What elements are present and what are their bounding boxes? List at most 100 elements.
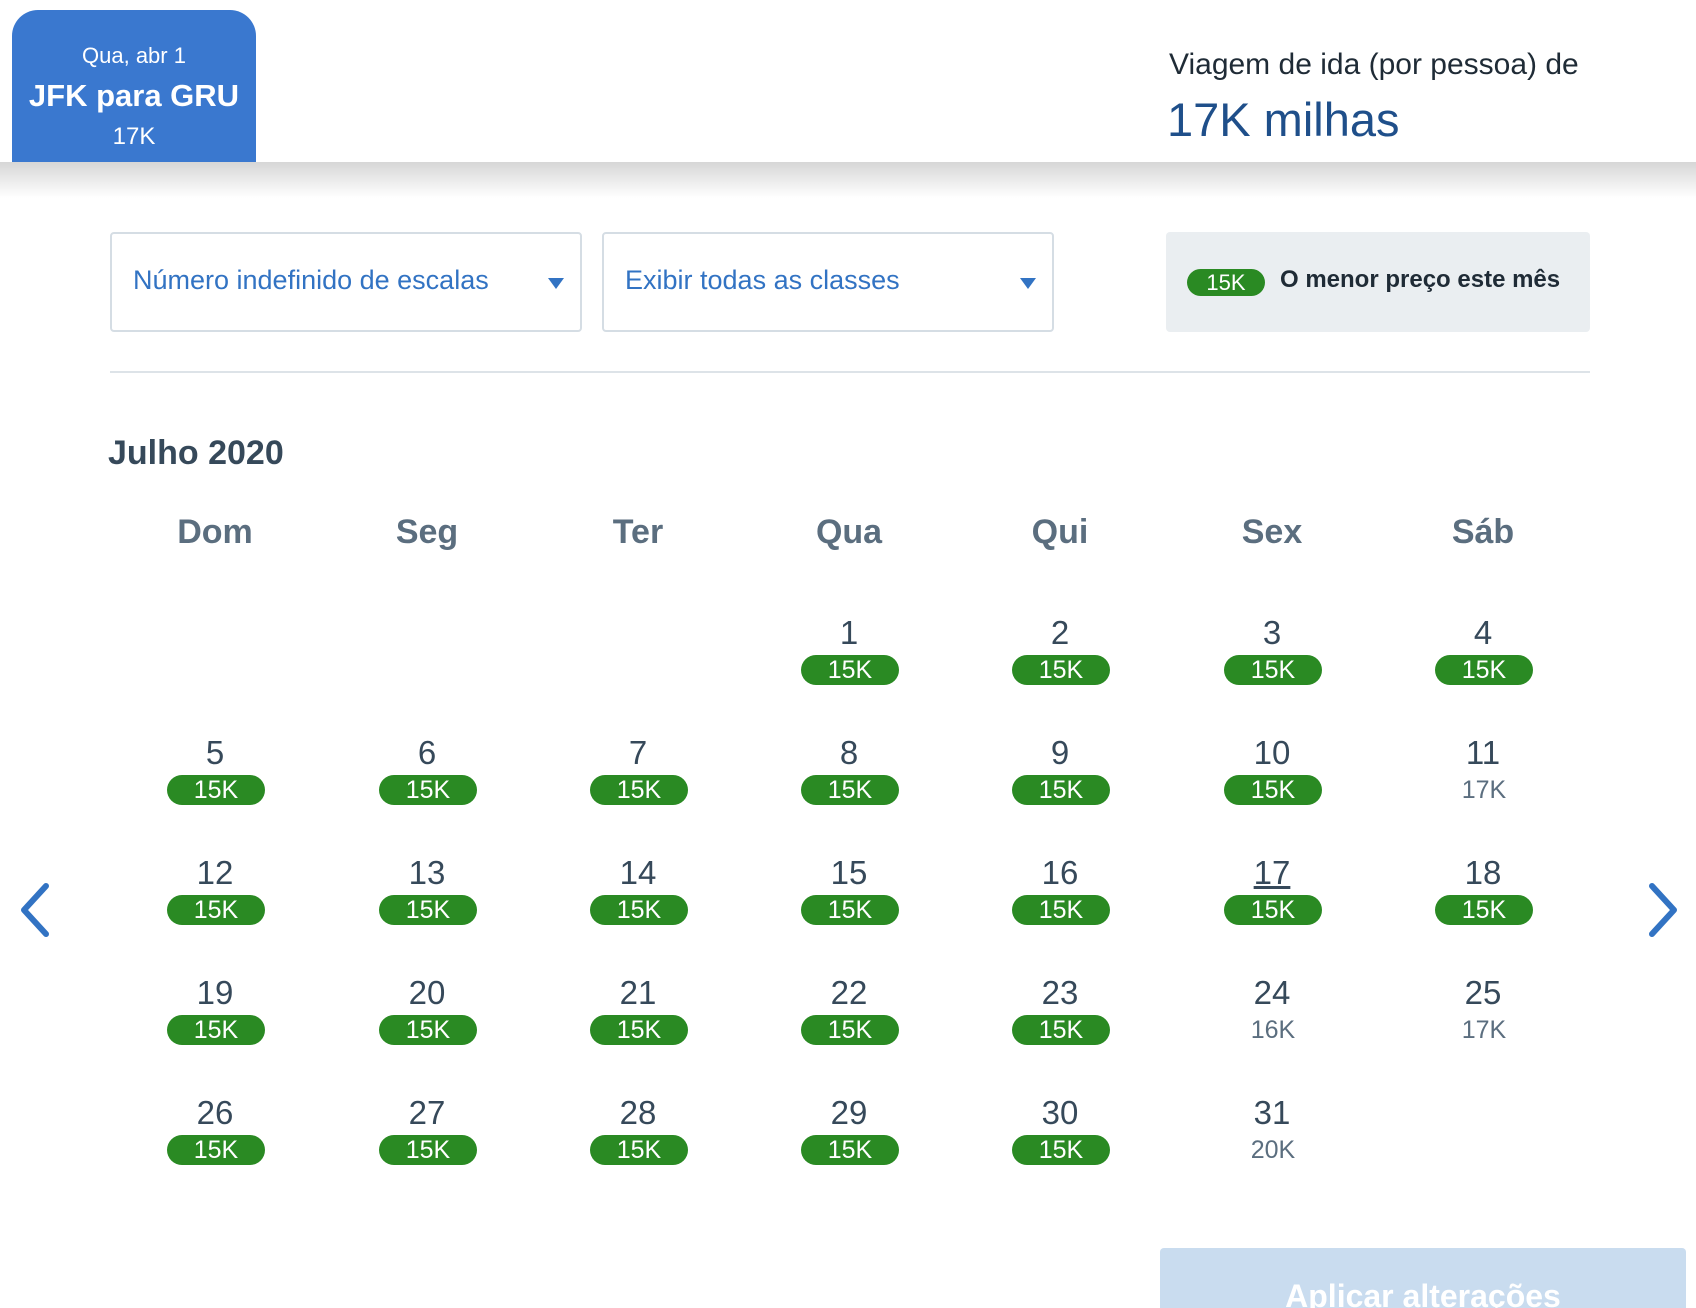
calendar-day-number: 24 (1192, 973, 1352, 1013)
calendar-day-number: 22 (769, 973, 929, 1013)
calendar-day[interactable]: 23 15K (980, 973, 1140, 1073)
calendar-day-number: 28 (558, 1093, 718, 1133)
calendar-day[interactable]: 31 20K (1192, 1093, 1352, 1193)
lowest-price-badge: 15K (167, 895, 265, 925)
month-title: Julho 2020 (108, 434, 284, 472)
calendar-day-number: 17 (1192, 853, 1352, 893)
calendar-day-number-text: 29 (830, 1094, 868, 1131)
lowest-price-badge: 15K (1012, 655, 1110, 685)
day-price: 20K (1250, 1136, 1296, 1164)
lowest-price-badge: 15K (167, 1135, 265, 1165)
calendar-day-number-text: 12 (196, 854, 234, 891)
calendar-day[interactable]: 3 15K (1192, 613, 1352, 713)
caret-down-icon (1020, 278, 1036, 289)
calendar-day-number: 21 (558, 973, 718, 1013)
calendar-day-number-text: 22 (830, 974, 868, 1011)
weekday-label: Qua (815, 513, 883, 551)
lowest-price-badge: 15K (801, 775, 899, 805)
lowest-price-badge: 15K (1224, 655, 1322, 685)
calendar-day[interactable]: 5 15K (135, 733, 295, 833)
calendar-day-number: 27 (347, 1093, 507, 1133)
calendar-day[interactable]: 22 15K (769, 973, 929, 1073)
calendar-day-number-text: 5 (205, 734, 225, 771)
calendar-day-number: 23 (980, 973, 1140, 1013)
calendar-day-number-text: 4 (1473, 614, 1493, 651)
calendar-day-number: 13 (347, 853, 507, 893)
lowest-price-legend: 15K O menor preço este mês (1166, 232, 1590, 332)
calendar-day-number: 10 (1192, 733, 1352, 773)
lowest-price-badge: 15K (801, 895, 899, 925)
calendar-day-number-text: 10 (1253, 734, 1291, 771)
lowest-price-badge: 15K (1012, 895, 1110, 925)
calendar-day-number-text: 26 (196, 1094, 234, 1131)
calendar-day[interactable]: 24 16K (1192, 973, 1352, 1073)
apply-changes-button[interactable]: Aplicar alterações (1160, 1248, 1686, 1308)
calendar-day-number: 31 (1192, 1093, 1352, 1133)
cabin-class-dropdown[interactable]: Exibir todas as classes (602, 232, 1054, 332)
trip-tab-jfk-gru[interactable]: Qua, abr 1 JFK para GRU 17K (12, 10, 256, 162)
calendar-day[interactable]: 13 15K (347, 853, 507, 953)
calendar-day-number-text: 6 (417, 734, 437, 771)
calendar-day-number: 30 (980, 1093, 1140, 1133)
calendar-day-number: 11 (1403, 733, 1563, 773)
calendar-day[interactable]: 18 15K (1403, 853, 1563, 953)
lowest-price-badge: 15K (379, 1135, 477, 1165)
calendar-day[interactable]: 16 15K (980, 853, 1140, 953)
calendar-day[interactable]: 17 15K (1192, 853, 1352, 953)
calendar-day[interactable]: 20 15K (347, 973, 507, 1073)
stops-dropdown[interactable]: Número indefinido de escalas (110, 232, 582, 332)
lowest-price-badge: 15K (1224, 775, 1322, 805)
weekday-label: Qui (1031, 513, 1089, 551)
top-bar-shadow (0, 162, 1696, 198)
calendar-day[interactable]: 19 15K (135, 973, 295, 1073)
lowest-price-badge: 15K (1435, 655, 1533, 685)
chevron-right-icon[interactable] (1640, 880, 1684, 940)
chevron-left-icon[interactable] (14, 880, 58, 940)
calendar-day[interactable]: 15 15K (769, 853, 929, 953)
calendar-day-number-text: 23 (1041, 974, 1079, 1011)
calendar-day-number-text: 3 (1262, 614, 1282, 651)
lowest-price-badge: 15K (167, 1015, 265, 1045)
calendar-day-number-text: 24 (1253, 974, 1291, 1011)
calendar-day[interactable]: 10 15K (1192, 733, 1352, 833)
lowest-price-badge: 15K (590, 1015, 688, 1045)
calendar-day[interactable]: 7 15K (558, 733, 718, 833)
calendar-day[interactable]: 21 15K (558, 973, 718, 1073)
weekday-label: Seg (395, 513, 459, 551)
calendar-day[interactable]: 8 15K (769, 733, 929, 833)
calendar-day[interactable]: 11 17K (1403, 733, 1563, 833)
calendar-day-number: 2 (980, 613, 1140, 653)
calendar-day[interactable]: 2 15K (980, 613, 1140, 713)
calendar-day[interactable]: 30 15K (980, 1093, 1140, 1193)
calendar-day[interactable]: 1 15K (769, 613, 929, 713)
calendar-day-number-text: 7 (628, 734, 648, 771)
stops-dropdown-value: Número indefinido de escalas (133, 265, 489, 295)
calendar-day-number: 7 (558, 733, 718, 773)
calendar-day-number-text: 20 (408, 974, 446, 1011)
weekday-label: Ter (612, 513, 664, 551)
calendar-day-number-text: 2 (1050, 614, 1070, 651)
calendar-day[interactable]: 9 15K (980, 733, 1140, 833)
calendar-day[interactable]: 27 15K (347, 1093, 507, 1193)
calendar-day-number: 3 (1192, 613, 1352, 653)
calendar-day[interactable]: 14 15K (558, 853, 718, 953)
weekday-label: Dom (177, 513, 253, 551)
calendar-day[interactable]: 4 15K (1403, 613, 1563, 713)
calendar-day[interactable]: 25 17K (1403, 973, 1563, 1073)
divider (110, 371, 1590, 373)
lowest-price-badge: 15K (590, 895, 688, 925)
calendar-day-number: 6 (347, 733, 507, 773)
calendar-day[interactable]: 6 15K (347, 733, 507, 833)
calendar-day-number: 26 (135, 1093, 295, 1133)
trip-date: Qua, abr 1 (82, 43, 186, 68)
lowest-price-badge: 15K (801, 655, 899, 685)
calendar-day-number-text: 15 (830, 854, 868, 891)
calendar-day[interactable]: 26 15K (135, 1093, 295, 1193)
calendar-day[interactable]: 28 15K (558, 1093, 718, 1193)
calendar-day-number: 12 (135, 853, 295, 893)
lowest-price-badge: 15K (379, 1015, 477, 1045)
calendar-day-number: 29 (769, 1093, 929, 1133)
calendar-day[interactable]: 29 15K (769, 1093, 929, 1193)
lowest-price-badge: 15K (379, 895, 477, 925)
calendar-day[interactable]: 12 15K (135, 853, 295, 953)
